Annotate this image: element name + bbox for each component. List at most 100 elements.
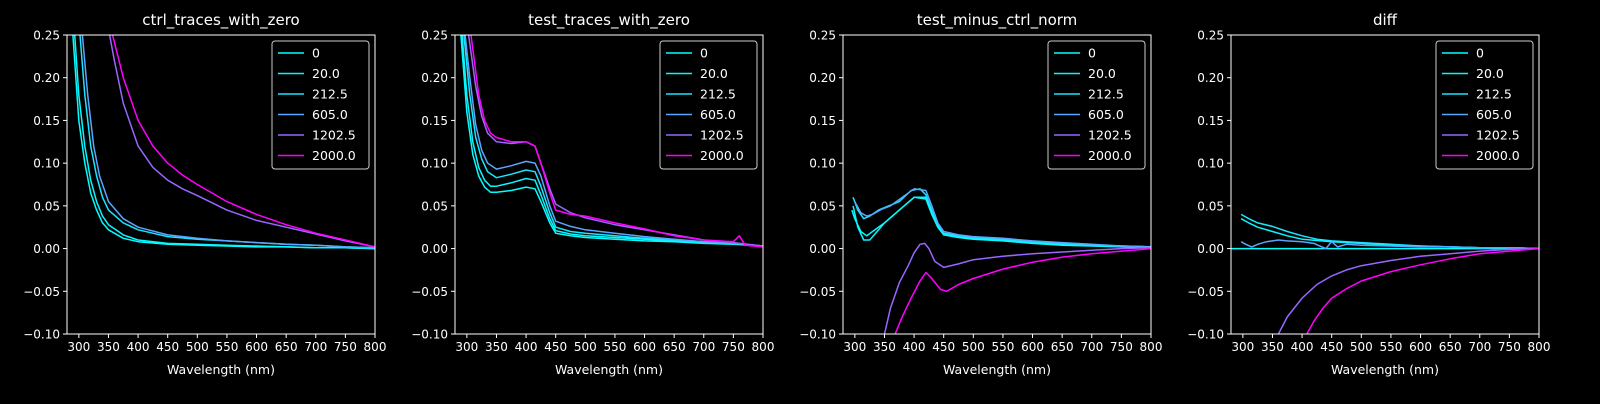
series-line-1202.5: [883, 242, 1151, 334]
series-line-605.0: [81, 35, 375, 249]
y-tick-label: 0.10: [33, 157, 60, 171]
x-tick-label: 500: [574, 340, 597, 354]
legend-label: 212.5: [312, 87, 348, 102]
y-tick-label: 0.00: [33, 242, 60, 256]
y-tick-label: 0.10: [421, 157, 448, 171]
legend-label: 1202.5: [312, 128, 356, 143]
x-tick-label: 450: [156, 340, 179, 354]
y-tick-label: 0.00: [421, 242, 448, 256]
legend-label: 0: [312, 46, 320, 61]
legend-label: 605.0: [700, 107, 736, 122]
y-tick-label: 0.00: [1197, 242, 1224, 256]
series-line-2000.0: [111, 35, 375, 248]
x-tick-label: 700: [1080, 340, 1103, 354]
y-tick-label: 0.15: [809, 114, 836, 128]
chart-title: test_minus_ctrl_norm: [917, 11, 1078, 30]
x-tick-label: 650: [275, 340, 298, 354]
x-tick-label: 700: [304, 340, 327, 354]
legend: 0 20.0 212.5 605.0 1202.5 2000.0: [1435, 40, 1534, 170]
y-tick-label: 0.05: [33, 199, 60, 213]
x-tick-label: 600: [633, 340, 656, 354]
y-tick-label: 0.15: [33, 114, 60, 128]
series-group: [1231, 213, 1539, 334]
y-tick-label: −0.10: [1187, 328, 1224, 342]
legend-label: 20.0: [312, 66, 340, 81]
x-tick-label: 800: [1140, 340, 1163, 354]
x-tick-label: 750: [334, 340, 357, 354]
y-tick-label: 0.20: [33, 71, 60, 85]
x-tick-label: 700: [692, 340, 715, 354]
legend-label: 20.0: [1088, 66, 1116, 81]
y-tick-label: −0.05: [23, 285, 60, 299]
x-tick-label: 350: [97, 340, 120, 354]
series-line-2000.0: [470, 35, 763, 248]
series-line-2000.0: [1306, 247, 1539, 334]
legend-label: 212.5: [1476, 87, 1512, 102]
legend-label: 605.0: [1088, 107, 1124, 122]
x-tick-label: 300: [1231, 340, 1254, 354]
axes-frame: [454, 34, 764, 335]
y-tick-label: 0.10: [1197, 157, 1224, 171]
chart-title: test_traces_with_zero: [528, 11, 690, 30]
series-line-1202.5: [1277, 247, 1539, 334]
chart-title: diff: [1373, 11, 1398, 29]
legend-label: 0: [700, 46, 708, 61]
x-axis-label: Wavelength (nm): [555, 362, 663, 377]
legend-label: 2000.0: [312, 148, 356, 163]
series-line-0: [460, 35, 763, 247]
y-tick-label: 0.25: [809, 29, 836, 43]
axes-frame: [842, 34, 1152, 335]
x-tick-label: 300: [67, 340, 90, 354]
subplot-4: diff 300 350 400 450 500 550 600 650 700 750 800 Wav…: [1187, 11, 1550, 377]
subplot-2: test_traces_with_zero 300 350 400 450 500 550 6…: [411, 11, 774, 377]
series-group: [72, 35, 375, 250]
y-tick-label: 0.05: [1197, 199, 1224, 213]
x-tick-label: 750: [1498, 340, 1521, 354]
x-tick-label: 800: [364, 340, 387, 354]
x-tick-label: 350: [1261, 340, 1284, 354]
x-tick-label: 400: [127, 340, 150, 354]
legend-label: 2000.0: [1088, 148, 1132, 163]
y-tick-label: −0.10: [799, 328, 836, 342]
x-axis-label: Wavelength (nm): [943, 362, 1051, 377]
legend-label: 20.0: [700, 66, 728, 81]
y-tick-label: −0.10: [23, 328, 60, 342]
series-line-1202.5: [467, 35, 763, 247]
x-tick-label: 400: [903, 340, 926, 354]
x-tick-label: 300: [455, 340, 478, 354]
y-tick-label: 0.15: [1197, 114, 1224, 128]
x-tick-label: 750: [1110, 340, 1133, 354]
x-axis-label: Wavelength (nm): [167, 362, 275, 377]
legend-label: 212.5: [700, 87, 736, 102]
x-tick-label: 650: [1439, 340, 1462, 354]
x-tick-label: 650: [663, 340, 686, 354]
y-tick-label: −0.05: [411, 285, 448, 299]
y-tick-label: 0.25: [1197, 29, 1224, 43]
x-tick-label: 500: [962, 340, 985, 354]
y-tick-label: 0.20: [1197, 71, 1224, 85]
series-line-2000.0: [894, 247, 1151, 334]
legend-label: 605.0: [1476, 107, 1512, 122]
legend-label: 605.0: [312, 107, 348, 122]
series-line-605.0: [1240, 239, 1539, 250]
y-tick-label: 0.05: [421, 199, 448, 213]
series-line-1202.5: [108, 35, 375, 248]
x-axis-label: Wavelength (nm): [1331, 362, 1439, 377]
legend-label: 1202.5: [700, 128, 744, 143]
x-tick-label: 400: [1291, 340, 1314, 354]
y-tick-label: 0.10: [809, 157, 836, 171]
x-tick-label: 500: [1350, 340, 1373, 354]
chart-title: ctrl_traces_with_zero: [142, 11, 299, 30]
axes-frame: [1230, 34, 1540, 335]
x-tick-label: 500: [186, 340, 209, 354]
y-tick-label: 0.25: [33, 29, 60, 43]
y-tick-label: 0.25: [421, 29, 448, 43]
subplot-1: ctrl_traces_with_zero 300 350 400 450 500 550 6…: [23, 11, 386, 377]
legend-label: 1202.5: [1476, 128, 1520, 143]
x-tick-label: 550: [215, 340, 238, 354]
x-tick-label: 550: [991, 340, 1014, 354]
x-tick-label: 550: [1379, 340, 1402, 354]
